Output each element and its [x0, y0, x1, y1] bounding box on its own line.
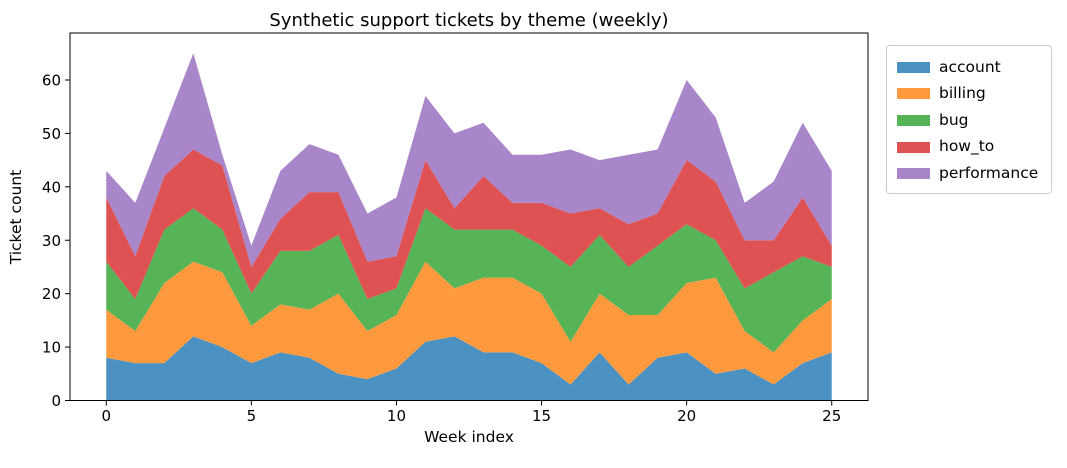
legend-label-account: account — [939, 57, 1001, 76]
axes-frame — [69, 32, 869, 401]
legend-label-billing: billing — [939, 84, 986, 103]
chart-title: Synthetic support tickets by theme (week… — [269, 10, 669, 31]
stack-area-billing — [106, 261, 832, 385]
y-tick-label: 10 — [42, 339, 61, 357]
stack-area-bug — [106, 208, 832, 353]
axes: 0 5 10 15 20 25 0 10 20 30 40 50 60 — [42, 32, 869, 425]
y-tick-label: 60 — [42, 72, 61, 90]
stack-area-account — [106, 336, 832, 401]
legend: account billing bug how_to performance — [886, 45, 1052, 194]
legend-item-bug: bug — [897, 107, 1051, 134]
legend-item-how_to: how_to — [897, 134, 1051, 161]
y-tick-label: 30 — [42, 232, 61, 250]
y-tick-label: 0 — [51, 392, 61, 410]
x-axis-label: Week index — [424, 428, 514, 446]
legend-label-how_to: how_to — [939, 137, 995, 156]
legend-item-billing: billing — [897, 81, 1051, 108]
x-tick-label: 5 — [247, 407, 257, 425]
legend-swatch-billing — [897, 88, 930, 100]
legend-item-account: account — [897, 54, 1051, 81]
legend-label-bug: bug — [939, 110, 969, 129]
stack-area-how_to — [106, 149, 832, 300]
y-axis-label: Ticket count — [7, 169, 25, 265]
legend-label-performance: performance — [939, 163, 1039, 182]
legend-swatch-performance — [897, 168, 930, 180]
legend-swatch-how_to — [897, 141, 930, 153]
x-tick-label: 20 — [677, 407, 696, 425]
legend-swatch-bug — [897, 114, 930, 126]
y-tick-label: 20 — [42, 285, 61, 303]
stack-area-performance — [106, 53, 832, 267]
x-tick-label: 0 — [101, 407, 111, 425]
x-tick-label: 15 — [532, 407, 551, 425]
y-tick-label: 40 — [42, 178, 61, 196]
legend-swatch-account — [897, 61, 930, 73]
legend-item-performance: performance — [897, 160, 1051, 187]
x-tick-label: 25 — [822, 407, 841, 425]
x-tick-label: 10 — [387, 407, 406, 425]
stack-areas — [106, 53, 832, 401]
y-tick-label: 50 — [42, 125, 61, 143]
